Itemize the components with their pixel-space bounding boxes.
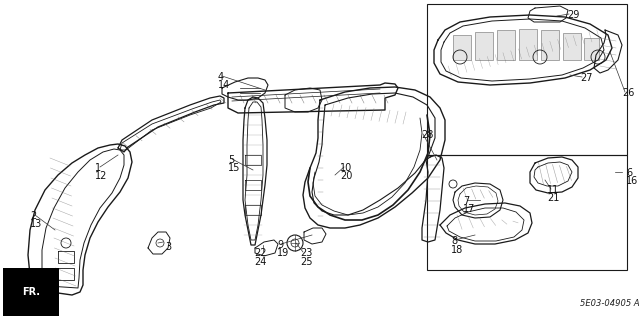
Bar <box>541 30 559 60</box>
Bar <box>584 38 599 60</box>
Text: FR.: FR. <box>22 287 40 297</box>
Text: 28: 28 <box>421 130 433 140</box>
Bar <box>427 4 627 155</box>
Text: 14: 14 <box>218 80 230 90</box>
Text: 13: 13 <box>30 219 42 229</box>
Bar <box>453 35 471 60</box>
Text: 8: 8 <box>451 236 457 246</box>
Text: 18: 18 <box>451 245 463 255</box>
Text: 9: 9 <box>277 240 283 250</box>
Text: 19: 19 <box>277 248 289 258</box>
Text: 20: 20 <box>340 171 353 181</box>
Text: 12: 12 <box>95 171 108 181</box>
Text: 23: 23 <box>300 248 312 258</box>
Text: 24: 24 <box>255 257 267 267</box>
Text: 5: 5 <box>228 155 234 165</box>
Text: 27: 27 <box>580 73 593 83</box>
Text: 16: 16 <box>626 176 638 186</box>
Text: 21: 21 <box>547 193 559 203</box>
Text: 22: 22 <box>255 248 267 258</box>
Text: 15: 15 <box>228 163 241 173</box>
Text: 26: 26 <box>622 88 634 98</box>
Bar <box>563 33 581 60</box>
Text: 2: 2 <box>30 211 36 221</box>
Text: 4: 4 <box>218 72 224 82</box>
Text: 10: 10 <box>340 163 352 173</box>
Text: 29: 29 <box>567 10 579 20</box>
Bar <box>497 30 515 60</box>
Text: 3: 3 <box>165 242 171 252</box>
Text: 1: 1 <box>95 163 101 173</box>
Text: 11: 11 <box>547 185 559 195</box>
Text: 6: 6 <box>626 168 632 178</box>
Text: 17: 17 <box>463 204 476 214</box>
Bar <box>519 29 537 60</box>
Bar <box>427 155 627 270</box>
Text: 25: 25 <box>300 257 312 267</box>
Text: 7: 7 <box>463 196 469 206</box>
Text: 5E03-04905 A: 5E03-04905 A <box>580 299 639 308</box>
Bar <box>475 32 493 60</box>
